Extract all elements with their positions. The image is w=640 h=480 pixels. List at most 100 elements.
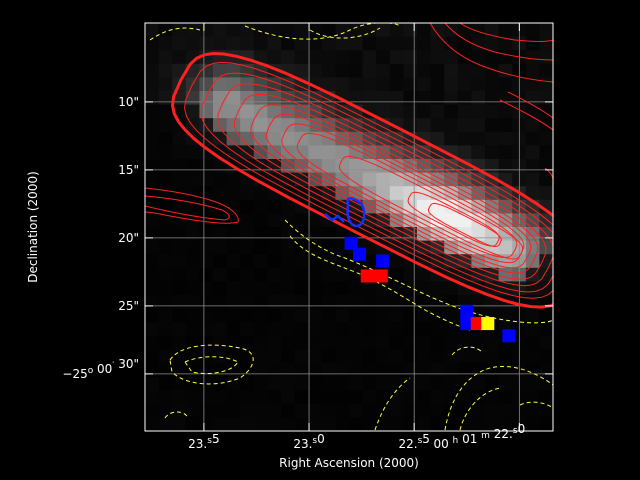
image-pixel: [213, 403, 228, 418]
image-pixel: [226, 240, 241, 255]
image-pixel: [539, 335, 553, 350]
image-pixel: [335, 23, 350, 38]
image-pixel: [525, 159, 540, 174]
image-pixel: [335, 77, 350, 92]
image-pixel: [158, 36, 173, 51]
image-pixel: [253, 363, 268, 378]
image-pixel: [185, 322, 200, 337]
image-pixel: [335, 376, 350, 391]
image-pixel: [321, 376, 336, 391]
marker-blue: [353, 247, 367, 261]
image-pixel: [349, 63, 364, 78]
image-pixel: [267, 403, 282, 418]
image-pixel: [145, 77, 160, 92]
image-pixel: [199, 172, 214, 187]
image-pixel: [485, 186, 500, 201]
image-pixel: [253, 349, 268, 364]
image-pixel: [185, 403, 200, 418]
image-pixel: [213, 104, 228, 119]
image-pixel: [403, 77, 418, 92]
image-pixel: [539, 349, 553, 364]
image-pixel: [389, 295, 404, 310]
image-pixel: [240, 240, 255, 255]
image-pixel: [172, 308, 187, 323]
image-pixel: [172, 281, 187, 296]
image-pixel: [525, 131, 540, 146]
image-pixel: [485, 36, 500, 51]
image-pixel: [213, 308, 228, 323]
image-pixel: [321, 63, 336, 78]
image-pixel: [158, 295, 173, 310]
image-pixel: [294, 63, 309, 78]
image-pixel: [376, 295, 391, 310]
image-pixel: [471, 131, 486, 146]
image-pixel: [335, 308, 350, 323]
red-contour: [145, 187, 239, 224]
image-pixel: [335, 295, 350, 310]
image-pixel: [172, 159, 187, 174]
x-tick-labels: 23.s5 23.s0 22.s5 00 h 01 m 22.s0: [188, 422, 525, 451]
image-pixel: [253, 145, 268, 160]
image-pixel: [185, 91, 200, 106]
image-pixel: [240, 281, 255, 296]
image-pixel: [145, 267, 160, 282]
image-pixel: [349, 145, 364, 160]
image-pixel: [389, 50, 404, 65]
image-pixel: [172, 403, 187, 418]
image-pixel: [158, 308, 173, 323]
image-pixel: [199, 159, 214, 174]
red-contour: [338, 155, 524, 260]
image-pixel: [389, 281, 404, 296]
image-pixel: [253, 186, 268, 201]
image-pixel: [389, 403, 404, 418]
image-pixel: [417, 77, 432, 92]
image-pixel: [349, 50, 364, 65]
image-pixel: [240, 227, 255, 242]
image-pixel: [471, 363, 486, 378]
image-pixel: [457, 363, 472, 378]
image-pixel: [430, 131, 445, 146]
image-pixel: [185, 145, 200, 160]
image-pixel: [321, 23, 336, 38]
image-pixel: [253, 267, 268, 282]
image-pixel: [240, 390, 255, 405]
image-pixel: [172, 254, 187, 269]
image-pixel: [444, 77, 459, 92]
image-pixel: [281, 267, 296, 282]
image-pixel: [457, 77, 472, 92]
image-pixel: [498, 267, 513, 282]
yellow-contour: [444, 366, 553, 431]
image-pixel: [349, 417, 364, 431]
image-pixel: [253, 240, 268, 255]
image-pixel: [158, 172, 173, 187]
image-pixel: [294, 335, 309, 350]
image-pixel: [430, 376, 445, 391]
x-tick-label: 23.s0: [293, 432, 324, 451]
image-pixel: [199, 390, 214, 405]
image-pixel: [308, 254, 323, 269]
image-pixel: [539, 308, 553, 323]
image-pixel: [321, 36, 336, 51]
image-pixel: [525, 23, 540, 38]
image-pixel: [199, 417, 214, 431]
image-pixel: [498, 403, 513, 418]
image-pixel: [226, 172, 241, 187]
image-pixel: [226, 390, 241, 405]
image-pixel: [199, 403, 214, 418]
image-pixel: [281, 322, 296, 337]
image-pixel: [389, 131, 404, 146]
image-pixel: [226, 403, 241, 418]
image-pixel: [335, 417, 350, 431]
image-pixel: [389, 308, 404, 323]
image-pixel: [376, 50, 391, 65]
image-pixel: [294, 267, 309, 282]
image-pixel: [172, 349, 187, 364]
yellow-contour: [164, 411, 189, 419]
image-pixel: [444, 295, 459, 310]
image-pixel: [253, 227, 268, 242]
image-pixel: [213, 227, 228, 242]
image-pixel: [281, 131, 296, 146]
image-pixel: [281, 349, 296, 364]
image-pixel: [389, 199, 404, 214]
image-pixel: [430, 322, 445, 337]
